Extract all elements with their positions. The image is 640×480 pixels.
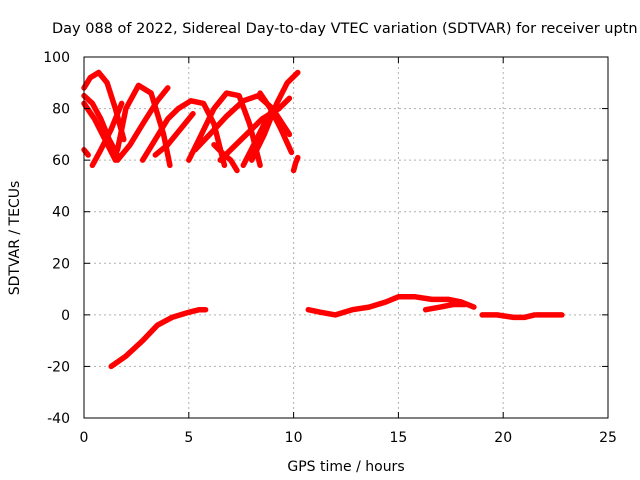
plot-frame: [83, 56, 609, 419]
series-arc-12: [211, 141, 240, 174]
y-axis-ticks: -40 -20 0 20 40 60 80 100: [43, 50, 608, 427]
y-tick-label: 20: [52, 256, 70, 272]
series-arc-2: [81, 92, 121, 158]
x-tick-label: 25: [599, 430, 617, 446]
x-axis-ticks: 0 5 10 15 20 25: [80, 57, 617, 446]
series-low-4: [479, 312, 538, 321]
x-tick-label: 5: [184, 430, 193, 446]
y-axis-label: SDTVAR / TECUs: [7, 181, 23, 296]
x-axis-label: GPS time / hours: [287, 459, 404, 475]
y-tick-label: 0: [61, 308, 70, 324]
series-low-3: [422, 301, 469, 313]
series-arc-16: [257, 90, 295, 156]
grid: [84, 57, 608, 418]
y-tick-label: 80: [52, 102, 70, 118]
series-arc-13: [217, 95, 293, 163]
x-tick-label: 15: [389, 430, 407, 446]
y-tick-label: 100: [43, 50, 70, 66]
series-arc-7: [114, 85, 171, 163]
x-tick-label: 0: [80, 430, 89, 446]
series-arc-5: [89, 100, 125, 169]
series-arc-14: [240, 105, 276, 169]
y-tick-label: 40: [52, 205, 70, 221]
series-arc-4: [81, 147, 91, 158]
x-tick-label: 20: [494, 430, 512, 446]
series-arc-6: [114, 82, 173, 169]
series-arc-9: [152, 110, 196, 158]
y-tick-label: 60: [52, 153, 70, 169]
data-series: [81, 69, 565, 370]
series-arc-8: [139, 98, 228, 169]
x-tick-label: 10: [285, 430, 303, 446]
y-tick-label: -20: [47, 359, 70, 375]
series-arc-3: [81, 100, 119, 163]
series-low-1: [108, 306, 209, 370]
series-arc-15: [248, 69, 301, 163]
series-arc-17: [290, 154, 301, 174]
series-arc-10: [186, 90, 263, 169]
series-low-2: [305, 294, 477, 318]
chart-title: Day 088 of 2022, Sidereal Day-to-day VTE…: [52, 21, 638, 37]
y-tick-label: -40: [47, 411, 70, 427]
